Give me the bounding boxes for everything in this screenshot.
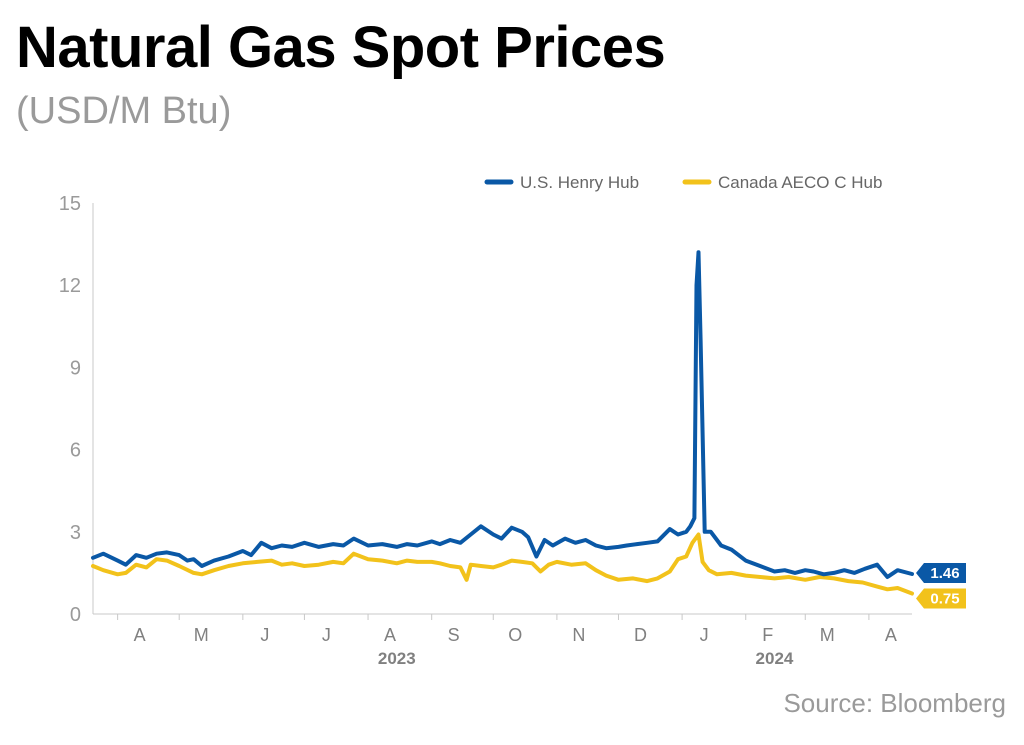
x-tick-label: M: [194, 625, 209, 645]
x-tick-label: O: [508, 625, 522, 645]
chart-title: Natural Gas Spot Prices: [16, 15, 666, 80]
y-tick-label: 6: [70, 440, 81, 462]
x-year-label: 2023: [378, 649, 416, 668]
end-value-label: 0.75: [930, 590, 959, 607]
legend-label: Canada AECO C Hub: [718, 173, 882, 192]
series-layer: [91, 250, 914, 596]
x-tick-label: M: [820, 625, 835, 645]
chart-subtitle: (USD/M Btu): [16, 90, 232, 132]
end-value-badge: [916, 588, 966, 609]
x-tick-label: S: [448, 625, 460, 645]
y-axis: 0 3 6 9 12 15: [59, 193, 94, 626]
legend-label: U.S. Henry Hub: [520, 173, 639, 192]
x-axis: A M J J A S O N D J F M A 2023 2024: [93, 613, 912, 668]
end-value-label: 1.46: [930, 565, 959, 582]
y-tick-label: 3: [70, 522, 81, 544]
y-tick-label: 9: [70, 357, 81, 379]
series-line: [91, 250, 914, 579]
source-note: Source: Bloomberg: [783, 688, 1006, 718]
x-tick-label: A: [384, 625, 396, 645]
legend: U.S. Henry Hub Canada AECO C Hub: [484, 173, 882, 192]
x-tick-label: N: [572, 625, 585, 645]
x-tick-label: J: [700, 625, 709, 645]
y-tick-label: 0: [70, 604, 81, 626]
x-tick-label: A: [885, 625, 897, 645]
x-tick-label: J: [322, 625, 331, 645]
x-year-label: 2024: [756, 649, 794, 668]
y-tick-label: 15: [59, 193, 81, 215]
x-tick-label: F: [762, 625, 773, 645]
x-tick-label: D: [634, 625, 647, 645]
end-value-badge: [916, 562, 966, 583]
y-tick-label: 12: [59, 275, 81, 297]
x-tick-label: J: [260, 625, 269, 645]
end-labels: 1.46 0.75: [916, 562, 966, 609]
series-line: [91, 532, 914, 596]
x-tick-label: A: [134, 625, 146, 645]
